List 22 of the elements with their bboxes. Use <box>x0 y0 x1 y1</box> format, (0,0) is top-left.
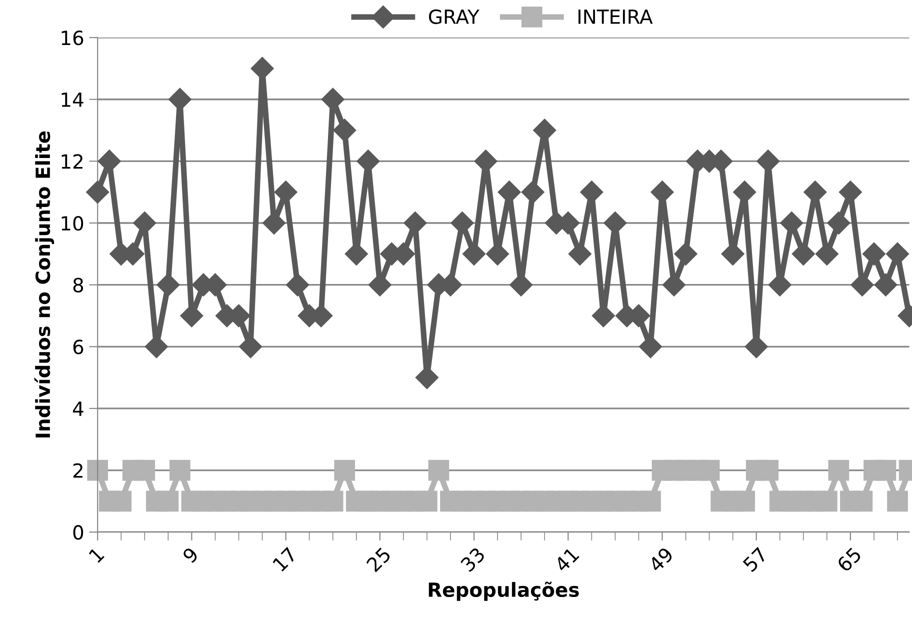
y-tick-label: 12 <box>62 154 82 169</box>
x-tick-label: 17 <box>272 546 298 572</box>
x-tick-label: 65 <box>836 546 862 572</box>
y-tick-label: 8 <box>73 278 84 292</box>
x-tick-label: 57 <box>742 546 768 572</box>
y-tick-label: 16 <box>62 30 84 46</box>
y-axis-title: Indivíduos no Conjunto Elite <box>34 131 54 438</box>
legend-label: GRAY <box>429 9 480 24</box>
y-tick-label: 14 <box>62 92 84 107</box>
x-tick-label: 49 <box>648 546 674 573</box>
x-tick-label: 1 <box>88 546 104 563</box>
y-tick-label: 4 <box>72 402 84 416</box>
legend-label: INTEIRA <box>578 10 653 24</box>
x-tick-label: 25 <box>366 546 392 572</box>
x-tick-label: 9 <box>182 546 200 564</box>
x-tick-label: 41 <box>554 546 580 573</box>
y-tick-label: 0 <box>73 525 84 540</box>
y-tick-label: 6 <box>73 340 84 354</box>
y-tick-label: 10 <box>62 216 84 231</box>
x-tick-label: 33 <box>460 546 486 572</box>
x-axis-title: Repopulações <box>428 582 579 601</box>
y-tick-label: 2 <box>73 463 82 478</box>
